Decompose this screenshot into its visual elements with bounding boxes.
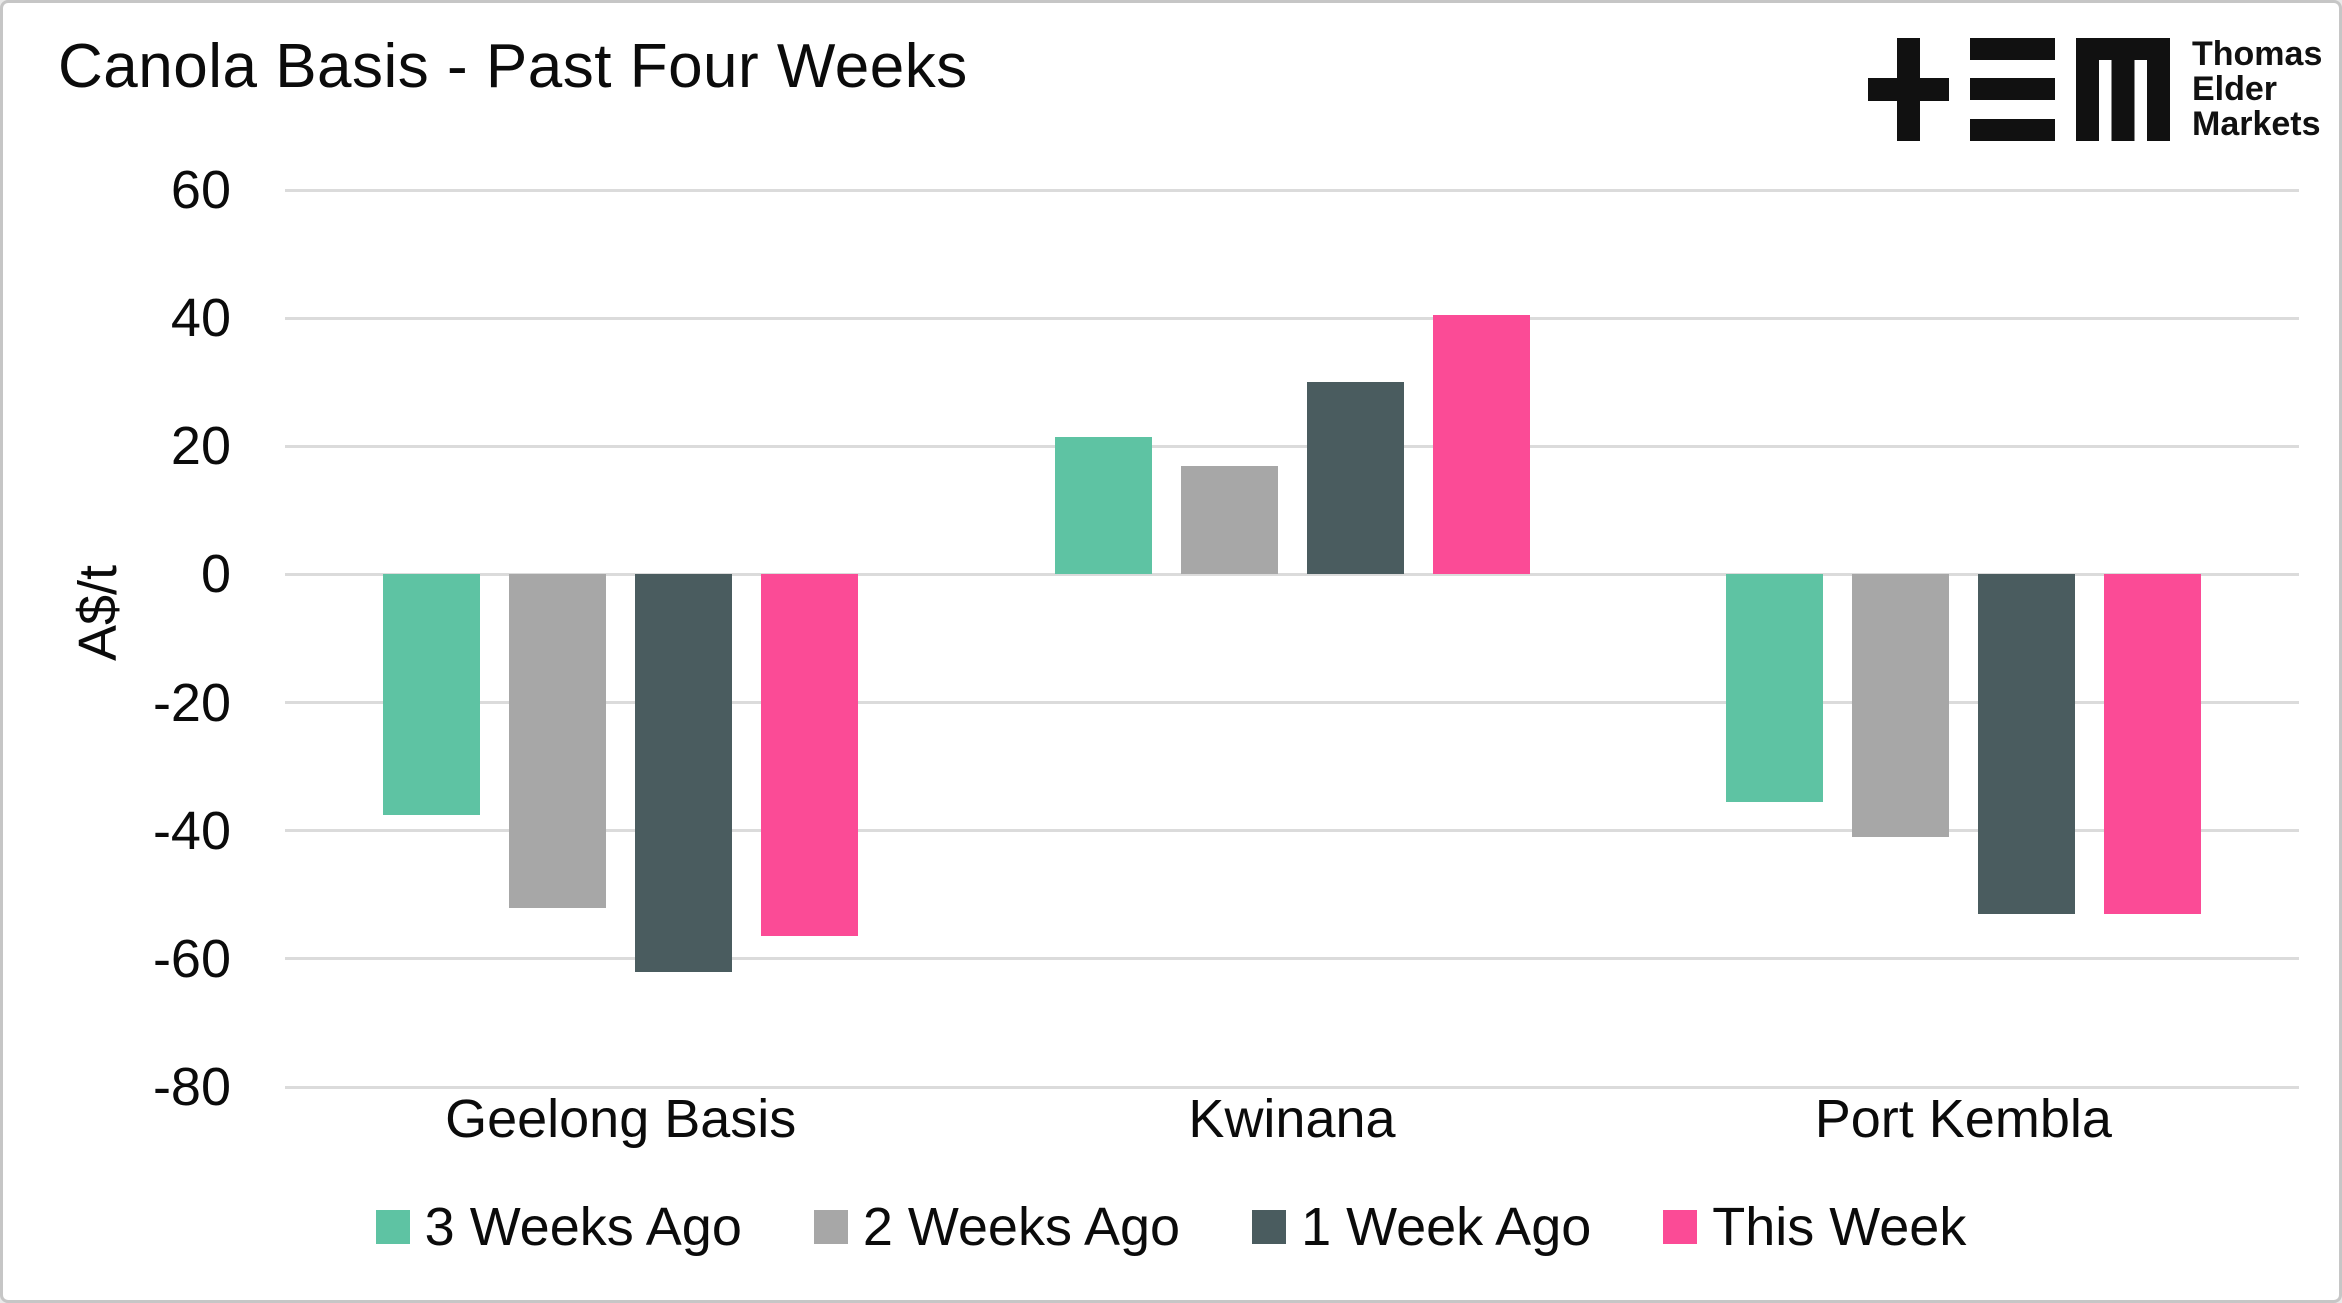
bar-this-week-kwinana — [1432, 314, 1530, 575]
bar-2-weeks-ago-geelong-basis — [509, 574, 607, 908]
legend-swatch — [1663, 1210, 1698, 1244]
gridline — [285, 1085, 2299, 1089]
chart-title: Canola Basis - Past Four Weeks — [58, 32, 968, 101]
bar-2-weeks-ago-port-kembla — [1851, 574, 1949, 838]
logo-text-line: Thomas — [2192, 35, 2323, 73]
gridline — [285, 444, 2299, 448]
bar-1-week-ago-geelong-basis — [635, 574, 733, 972]
legend-item-1-week-ago: 1 Week Ago — [1252, 1199, 1591, 1255]
legend-item-2-weeks-ago: 2 Weeks Ago — [813, 1197, 1181, 1257]
y-tick-label: -40 — [152, 800, 231, 861]
gridline — [285, 316, 2299, 320]
y-tick-labels: 60 40 20 0 -20 -40 -60 -80 — [3, 162, 231, 1115]
y-tick-label: 0 — [200, 544, 231, 605]
y-tick-label: 40 — [170, 288, 231, 349]
legend-item-3-weeks-ago: 3 Weeks Ago — [375, 1197, 742, 1257]
bar-3-weeks-ago-port-kembla — [1725, 574, 1823, 802]
category-label-port-kembla: Port Kembla — [1814, 1089, 2112, 1149]
logo-text-line: Elder — [2192, 70, 2278, 108]
gridline — [285, 957, 2299, 961]
legend-swatch — [813, 1210, 848, 1244]
tem-logo-text: Thomas Elder Markets — [2192, 37, 2322, 142]
legend: 3 Weeks Ago 2 Weeks Ago 1 Week Ago This Wee… — [3, 1199, 2339, 1255]
legend-swatch — [1252, 1210, 1287, 1244]
plot-area — [285, 188, 2299, 1089]
category-label-kwinana: Kwinana — [1188, 1089, 1396, 1149]
bar-this-week-port-kembla — [2103, 574, 2201, 914]
legend-label: 1 Week Ago — [1301, 1197, 1592, 1257]
legend-label: 3 Weeks Ago — [424, 1197, 742, 1257]
gridline — [285, 829, 2299, 833]
y-tick-label: -80 — [152, 1057, 231, 1117]
gridline — [285, 701, 2299, 705]
logo-text-line: Markets — [2192, 105, 2321, 143]
bar-3-weeks-ago-geelong-basis — [383, 574, 481, 815]
logo-bars-glyph — [1970, 38, 2055, 141]
tem-logo-mark-icon — [1868, 38, 2170, 141]
bar-1-week-ago-port-kembla — [1977, 574, 2075, 914]
y-tick-label: -60 — [152, 928, 231, 989]
legend-item-this-week: This Week — [1663, 1199, 1966, 1255]
bar-2-weeks-ago-kwinana — [1180, 465, 1278, 575]
bar-1-week-ago-kwinana — [1306, 382, 1404, 575]
legend-swatch — [375, 1210, 410, 1244]
y-tick-label: 60 — [170, 160, 231, 220]
tem-logo: Thomas Elder Markets — [1868, 37, 2322, 142]
legend-label: 2 Weeks Ago — [862, 1197, 1181, 1257]
legend-label: This Week — [1712, 1197, 1967, 1257]
bar-this-week-geelong-basis — [761, 574, 859, 937]
gridline — [285, 188, 2299, 192]
logo-plus-glyph — [1868, 38, 1949, 141]
bar-3-weeks-ago-kwinana — [1054, 436, 1152, 575]
category-label-geelong-basis: Geelong Basis — [445, 1089, 797, 1149]
logo-m-glyph — [2076, 38, 2170, 141]
gridline — [285, 572, 2299, 576]
y-tick-label: 20 — [170, 416, 231, 477]
y-tick-label: -20 — [152, 672, 231, 733]
category-labels: Geelong Basis Kwinana Port Kembla — [285, 1088, 2299, 1158]
